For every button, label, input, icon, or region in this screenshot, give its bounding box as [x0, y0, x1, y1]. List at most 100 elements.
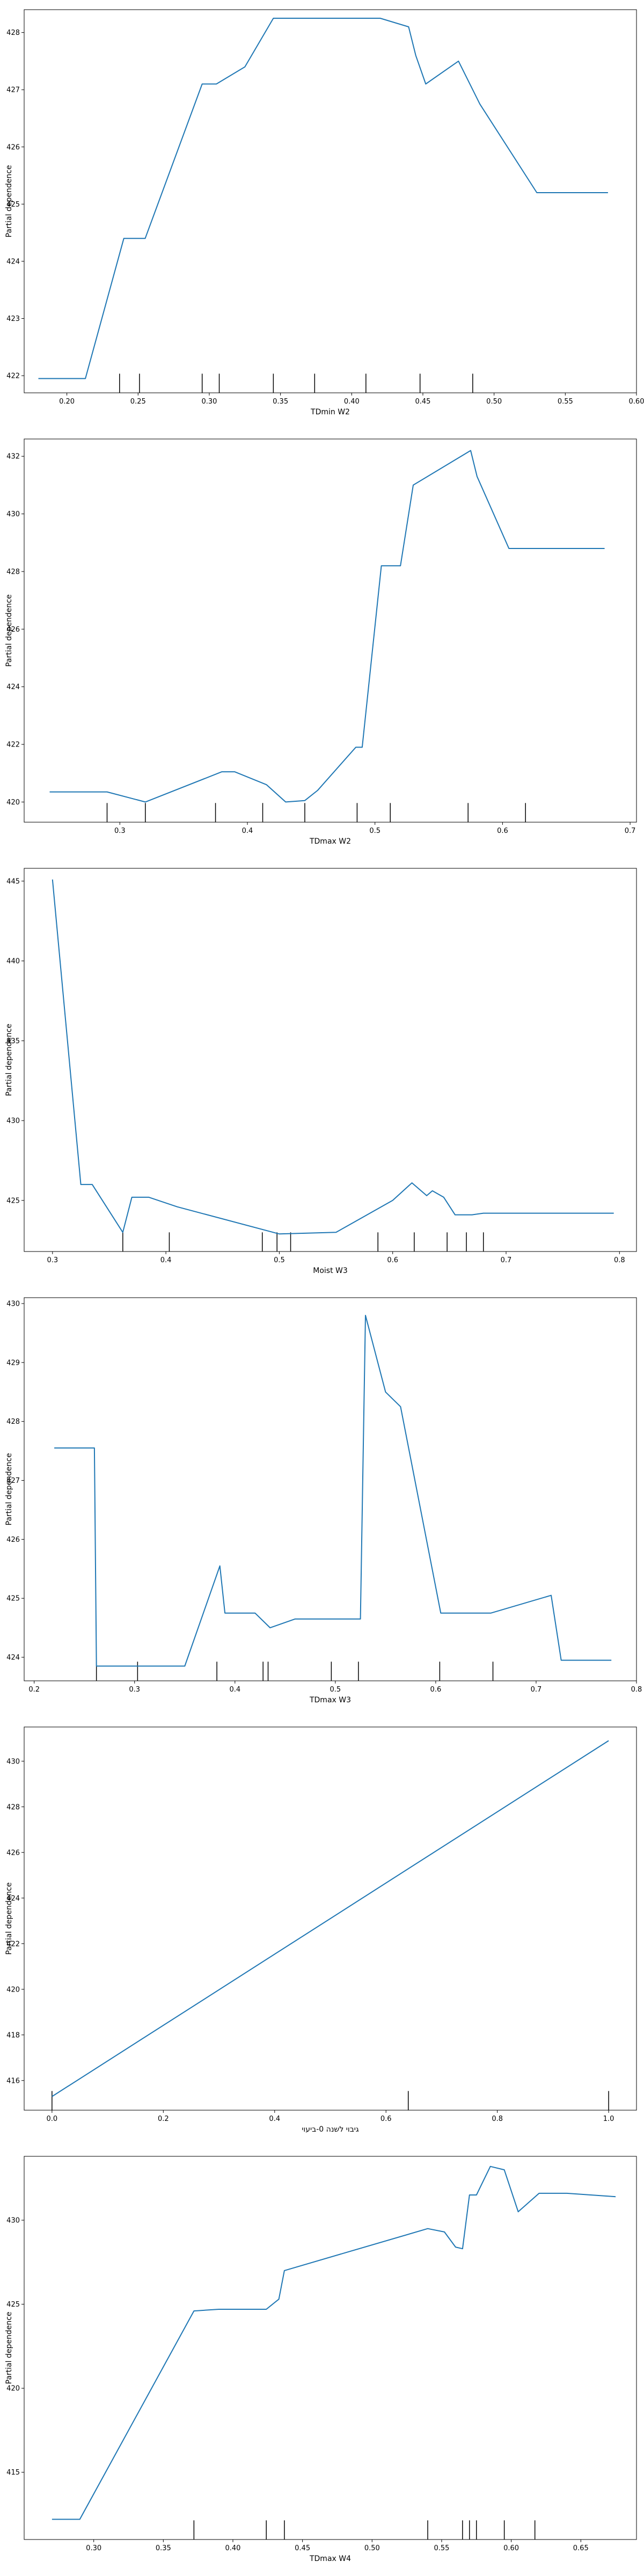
y-tick-label: 425 [6, 1595, 20, 1603]
y-tick-label: 430 [6, 1758, 20, 1766]
x-tick-label: 0.30 [86, 2544, 101, 2552]
y-tick-label: 428 [6, 568, 20, 576]
y-tick-label: 427 [6, 1477, 20, 1485]
x-tick-label: 0.3 [129, 1686, 140, 1694]
pd-panel-2: 0.3 0.4 0.5 0.6 0.7 420 422 424 426 428 430 432 TDma… [5, 438, 637, 846]
x-tick-label: 0.2 [28, 1686, 40, 1694]
y-axis-label: Partial dependence [5, 1453, 13, 1525]
y-tick-label: 430 [6, 1117, 20, 1125]
y-tick-label: 426 [6, 626, 20, 634]
x-axis-label: TDmin W2 [310, 408, 350, 416]
x-axis-label: Moist W3 [313, 1267, 348, 1275]
pd-series-line [52, 2165, 616, 2520]
axes-frame [24, 868, 637, 1252]
y-axis-label: Partial dependence [5, 1882, 13, 1955]
x-tick-label: 0.20 [59, 398, 75, 406]
axes-frame [24, 2156, 637, 2540]
x-tick-label: 0.55 [434, 2544, 449, 2552]
y-tick-label: 445 [6, 877, 20, 885]
y-tick-label: 420 [6, 799, 20, 807]
x-tick-label: 0.5 [369, 827, 380, 835]
y-tick-label: 440 [6, 957, 20, 965]
pd-series-line [52, 879, 614, 1235]
x-tick-label: 0.4 [269, 2115, 280, 2123]
x-axis-label: TDmax W4 [309, 2555, 351, 2563]
y-tick-label: 422 [6, 1940, 20, 1948]
y-tick-label: 423 [6, 315, 20, 323]
x-tick-label: 0.0 [47, 2115, 58, 2123]
x-tick-label: 0.7 [501, 1256, 512, 1264]
x-tick-label: 0.2 [158, 2115, 169, 2123]
x-tick-label: 0.6 [430, 1686, 442, 1694]
y-tick-label: 427 [6, 86, 20, 94]
y-tick-label: 422 [6, 372, 20, 380]
axes-frame [24, 1726, 637, 2111]
y-tick-label: 415 [6, 2469, 20, 2477]
x-tick-label: 0.7 [625, 827, 636, 835]
y-tick-label: 424 [6, 1894, 20, 1902]
x-axis-label: TDmax W3 [309, 1696, 351, 1704]
y-axis-label: Partial dependence [5, 2311, 13, 2384]
y-tick-label: 426 [6, 1849, 20, 1857]
x-tick-label: 0.4 [160, 1256, 172, 1264]
y-tick-label: 428 [6, 29, 20, 37]
y-axis-label: Partial dependence [5, 594, 13, 667]
x-tick-label: 0.3 [47, 1256, 58, 1264]
x-axis-label: TDmax W2 [309, 837, 351, 846]
x-tick-label: 0.5 [274, 1256, 285, 1264]
x-tick-label: 0.30 [201, 398, 217, 406]
x-tick-label: 0.6 [497, 827, 508, 835]
x-tick-label: 0.3 [114, 827, 126, 835]
pd-panel-6: 0.30 0.35 0.40 0.45 0.50 0.55 0.60 0.65 415 420 42… [5, 2156, 637, 2563]
axes-frame [24, 9, 637, 393]
pd-panel-3: 0.3 0.4 0.5 0.6 0.7 0.8 425 430 435 440 445 Moist W… [5, 868, 637, 1275]
axes-frame [24, 1297, 637, 1681]
x-tick-label: 0.7 [531, 1686, 542, 1694]
x-tick-label: 0.65 [573, 2544, 589, 2552]
y-tick-label: 430 [6, 2217, 20, 2225]
x-tick-label: 0.35 [273, 398, 288, 406]
y-tick-label: 422 [6, 741, 20, 749]
y-tick-label: 418 [6, 2031, 20, 2039]
pd-series-line [52, 1740, 609, 2097]
y-tick-label: 425 [6, 2301, 20, 2309]
y-tick-label: 426 [6, 1536, 20, 1544]
y-axis-label: Partial dependence [5, 165, 13, 237]
y-tick-label: 424 [6, 258, 20, 266]
y-tick-label: 429 [6, 1359, 20, 1367]
x-tick-label: 0.60 [629, 398, 644, 406]
pd-panel-1: 0.20 0.25 0.30 0.35 0.40 0.45 0.50 0.55 0.60 422 4… [5, 9, 644, 416]
y-axis-label: Partial dependence [5, 1023, 13, 1096]
pd-series-line [49, 450, 605, 803]
x-tick-label: 0.8 [614, 1256, 625, 1264]
x-tick-label: 0.40 [344, 398, 360, 406]
y-tick-label: 424 [6, 1654, 20, 1662]
y-tick-label: 428 [6, 1803, 20, 1811]
y-tick-label: 435 [6, 1037, 20, 1045]
y-tick-label: 428 [6, 1418, 20, 1426]
pd-series-line [54, 1315, 612, 1667]
x-tick-label: 0.6 [387, 1256, 398, 1264]
x-tick-label: 0.45 [415, 398, 431, 406]
pd-series-line [38, 18, 608, 379]
x-tick-label: 0.8 [492, 2115, 503, 2123]
y-tick-label: 420 [6, 2385, 20, 2393]
y-tick-label: 430 [6, 510, 20, 518]
y-tick-label: 424 [6, 683, 20, 691]
x-tick-label: 0.4 [229, 1686, 240, 1694]
x-tick-label: 0.8 [631, 1686, 642, 1694]
axes-frame [24, 438, 637, 823]
y-tick-label: 416 [6, 2077, 20, 2085]
y-tick-label: 425 [6, 201, 20, 209]
y-tick-label: 432 [6, 453, 20, 461]
y-tick-label: 420 [6, 1986, 20, 1994]
y-tick-label: 425 [6, 1197, 20, 1205]
x-tick-label: 0.4 [242, 827, 253, 835]
x-tick-label: 0.40 [225, 2544, 241, 2552]
x-tick-label: 0.55 [558, 398, 573, 406]
x-tick-label: 0.5 [330, 1686, 341, 1694]
y-tick-label: 430 [6, 1300, 20, 1308]
x-tick-label: 0.45 [295, 2544, 310, 2552]
x-tick-label: 1.0 [603, 2115, 614, 2123]
